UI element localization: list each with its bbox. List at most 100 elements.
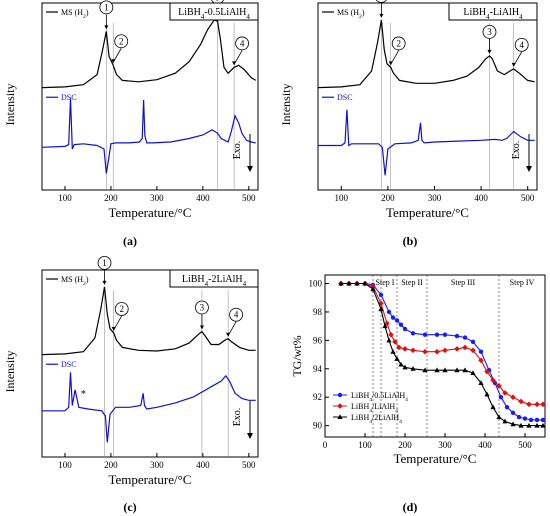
exo-label: Exo. [232, 408, 243, 427]
data-point [396, 344, 402, 351]
data-point [516, 414, 522, 420]
x-tick-label: 500 [242, 460, 256, 470]
peak-marker-circle [99, 0, 114, 15]
x-tick-label: 400 [196, 193, 210, 203]
series-line-dsc [41, 98, 256, 174]
legend-label: MS (H2) [61, 275, 89, 287]
data-point [534, 401, 540, 408]
step-label: Step II [401, 278, 423, 287]
y-axis-label: TG/wt% [290, 335, 304, 376]
x-tick-label: 200 [381, 193, 395, 203]
legend-label: MS (H2) [337, 8, 365, 20]
data-point [392, 338, 398, 345]
peak-marker-label: 1 [104, 2, 109, 12]
title-box [448, 2, 538, 21]
y-axis-label: Intensity [279, 84, 293, 126]
x-tick-label: 500 [521, 193, 535, 203]
peak-marker-circle [114, 302, 129, 316]
y-tick-label: 98 [313, 307, 323, 317]
panel-caption: (a) [123, 234, 137, 248]
data-point [490, 377, 496, 383]
x-tick-label: 500 [518, 440, 532, 450]
plot-frame [41, 269, 259, 458]
x-axis-label: Temperature/°C [109, 472, 192, 487]
exo-label: Exo. [511, 141, 522, 160]
x-tick-label: 0 [323, 440, 328, 450]
peak-marker-circle [195, 300, 209, 315]
x-tick-label: 300 [150, 460, 164, 470]
peak-marker-circle [514, 37, 529, 52]
peak-marker-label: 3 [487, 27, 492, 37]
peak-arrowhead [232, 61, 237, 66]
y-tick-label: 90 [313, 421, 323, 431]
peak-arrowhead [388, 61, 393, 66]
data-point [422, 367, 428, 373]
peak-marker-circle [97, 255, 112, 270]
data-point [510, 410, 516, 416]
series-line-ms [41, 19, 257, 89]
series-line [341, 282, 543, 405]
legend-label: DSC [337, 93, 353, 102]
chart-panel-2: 100 200 300 400 500 Temperature/°C Intensity MS… [279, 0, 538, 220]
chart-panel-4: 0 100 200 300 400 500 90 92 94 96 98 100 Temperature… [290, 274, 546, 466]
data-point [402, 346, 408, 352]
x-tick-label: 300 [428, 193, 442, 203]
data-point [518, 422, 524, 428]
x-tick-label: 100 [58, 460, 72, 470]
x-axis-label: Temperature/°C [386, 205, 469, 220]
asterisk-mark: * [81, 389, 86, 400]
peak-arrowhead [104, 25, 109, 30]
legend-label: LiBH4/LiAlH4 [351, 402, 398, 414]
x-tick-label: 100 [58, 193, 72, 203]
peak-marker-label: 2 [396, 38, 401, 48]
chart-title: LiBH4-LiAlH4 [463, 7, 523, 21]
data-point [410, 347, 416, 354]
x-tick-label: 100 [358, 440, 372, 450]
peak-marker-label: 1 [379, 0, 384, 1]
x-tick-label: 200 [104, 460, 118, 470]
data-point [454, 333, 460, 339]
data-point [398, 361, 404, 367]
legend-marker [337, 414, 343, 419]
peak-marker-label: 4 [519, 40, 524, 50]
x-tick-label: 300 [438, 440, 452, 450]
legend-label: DSC [61, 93, 77, 102]
data-point [540, 417, 546, 423]
data-point [478, 380, 484, 385]
data-point [378, 292, 384, 298]
data-point [422, 348, 428, 355]
chart-panel-1: 100 200 300 400 500 Temperature/°C Intensity MS… [3, 0, 259, 220]
chart-title: LiBH4-0.5LiAlH4 [178, 7, 250, 21]
chart-title: LiBH4-2LiAlH4 [182, 274, 247, 288]
peak-arrowhead [226, 332, 231, 337]
title-box [169, 269, 259, 288]
data-point [528, 417, 534, 423]
data-point [498, 395, 504, 400]
data-point [522, 416, 528, 421]
data-point [462, 367, 468, 373]
title-box [169, 2, 259, 21]
data-point [510, 394, 516, 401]
data-point [502, 390, 508, 396]
data-point [518, 398, 524, 405]
peak-marker-label: 4 [234, 310, 239, 320]
peak-arrowhead [111, 59, 116, 64]
legend-label: LiBH4/2LiAlH4 [351, 413, 402, 425]
peak-marker-circle [114, 34, 129, 49]
data-point [540, 401, 546, 408]
peak-marker-label: 2 [119, 304, 124, 314]
data-point [354, 280, 360, 286]
data-point [502, 418, 508, 424]
data-point [434, 367, 440, 373]
data-point [370, 283, 376, 290]
series-line-dsc [318, 109, 535, 176]
x-axis-label: Temperature/°C [109, 205, 192, 220]
data-point [490, 404, 496, 410]
exo-arrowhead [247, 166, 253, 172]
peak-marker-circle [229, 307, 244, 322]
y-axis-label: Intensity [3, 351, 17, 393]
data-point [470, 347, 476, 354]
chart-panel-3: 100 200 300 400 500 Temperature/°C Intensity MS… [3, 255, 259, 487]
data-point [402, 364, 408, 370]
data-point [434, 348, 440, 355]
